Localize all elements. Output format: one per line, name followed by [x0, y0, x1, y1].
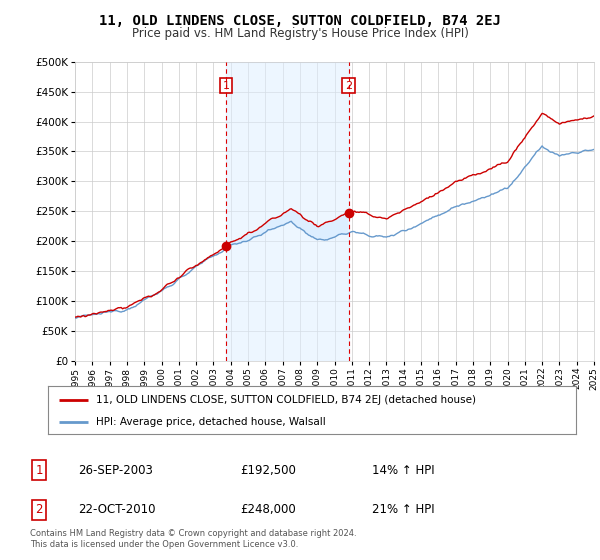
Text: Price paid vs. HM Land Registry's House Price Index (HPI): Price paid vs. HM Land Registry's House … [131, 27, 469, 40]
Text: 26-SEP-2003: 26-SEP-2003 [78, 464, 153, 477]
Text: 22-OCT-2010: 22-OCT-2010 [78, 503, 155, 516]
Text: 1: 1 [223, 81, 230, 91]
Text: Contains HM Land Registry data © Crown copyright and database right 2024.
This d: Contains HM Land Registry data © Crown c… [30, 529, 356, 549]
Text: £192,500: £192,500 [240, 464, 296, 477]
Text: £248,000: £248,000 [240, 503, 296, 516]
Text: HPI: Average price, detached house, Walsall: HPI: Average price, detached house, Wals… [95, 417, 325, 427]
Text: 11, OLD LINDENS CLOSE, SUTTON COLDFIELD, B74 2EJ: 11, OLD LINDENS CLOSE, SUTTON COLDFIELD,… [99, 14, 501, 28]
Text: 11, OLD LINDENS CLOSE, SUTTON COLDFIELD, B74 2EJ (detached house): 11, OLD LINDENS CLOSE, SUTTON COLDFIELD,… [95, 395, 476, 405]
Text: 1: 1 [35, 464, 43, 477]
Bar [226, 62, 349, 361]
Text: 21% ↑ HPI: 21% ↑ HPI [372, 503, 434, 516]
Text: 2: 2 [345, 81, 352, 91]
Text: 14% ↑ HPI: 14% ↑ HPI [372, 464, 434, 477]
Text: 2: 2 [35, 503, 43, 516]
